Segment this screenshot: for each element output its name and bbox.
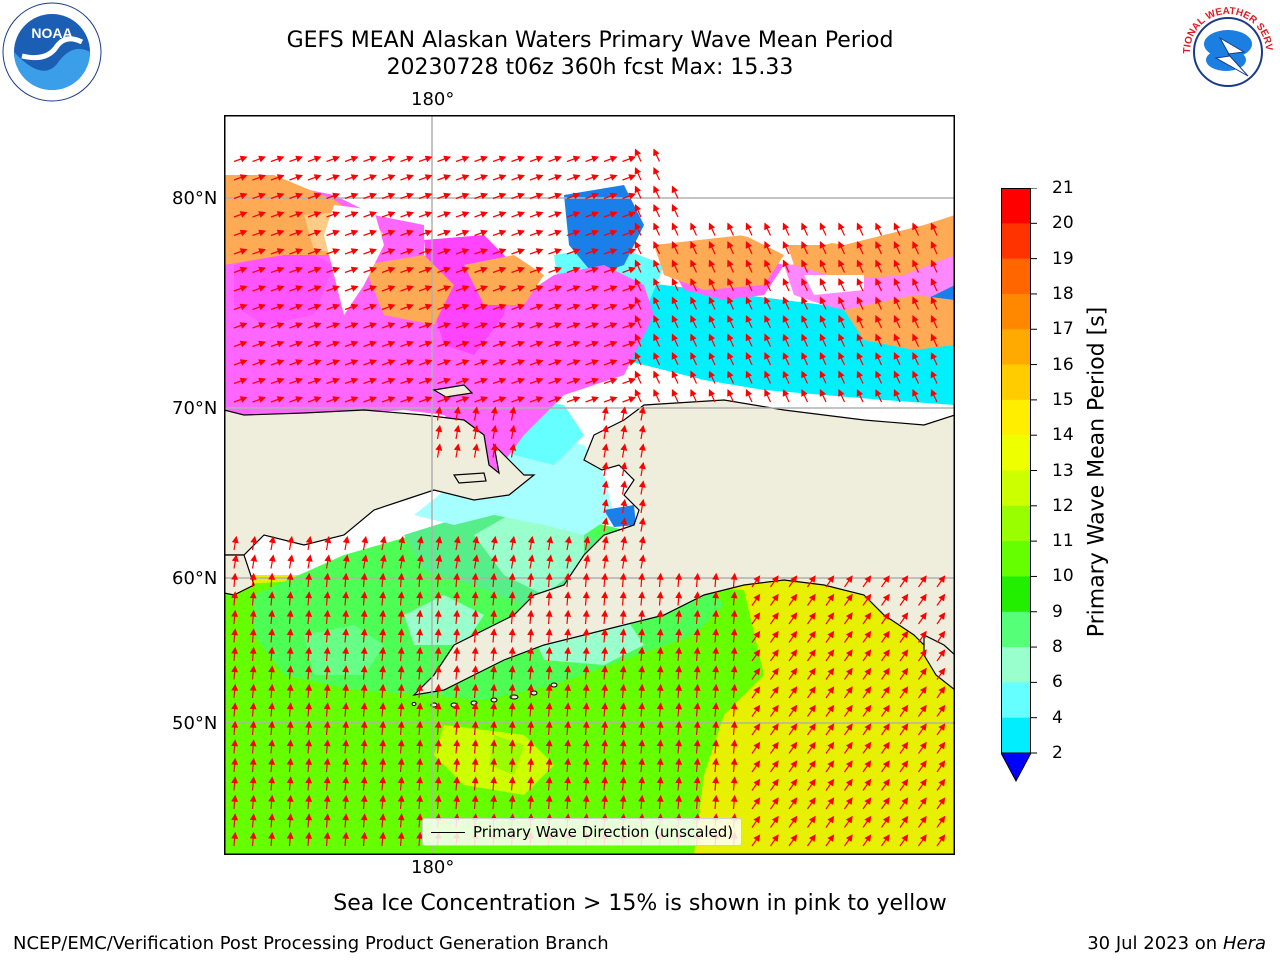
colorbar-extend-triangle [1000, 752, 1032, 783]
svg-text:NOAA: NOAA [31, 25, 72, 41]
aleutian-islands [411, 682, 558, 708]
colorbar-segment [1001, 717, 1031, 754]
colorbar-segment [1001, 682, 1031, 719]
colorbar-segment [1001, 435, 1031, 471]
lat-label-50n: 50°N [172, 713, 218, 734]
colorbar-tick-label: 9 [1052, 601, 1063, 622]
colorbar-tick-label: 16 [1052, 354, 1074, 375]
sea-ice-note: Sea Ice Concentration > 15% is shown in … [333, 891, 947, 916]
colorbar-segment [1001, 647, 1031, 683]
colorbar-tick-label: 2 [1052, 743, 1063, 763]
colorbar-segment [1001, 258, 1031, 295]
lon-label-top: 180° [411, 89, 455, 110]
map-panel: Primary Wave Direction (unscaled) [224, 115, 955, 855]
colorbar-segment [1001, 505, 1031, 542]
colorbar-tick-label: 19 [1052, 248, 1074, 269]
lat-label-70n: 70°N [172, 398, 218, 419]
colorbar-segment [1001, 541, 1031, 577]
colorbar-tick-label: 17 [1052, 319, 1074, 340]
footer-left: NCEP/EMC/Verification Post Processing Pr… [13, 933, 609, 954]
colorbar-label: Primary Wave Mean Period [s] [1084, 306, 1110, 638]
colorbar-ticks: 21 20 19 18 17 16 15 14 13 12 11 10 9 8 6 4 2 [1046, 178, 1086, 763]
colorbar-segment [1001, 364, 1031, 401]
colorbar-segment [1001, 576, 1031, 613]
colorbar-tick-label: 14 [1052, 425, 1074, 446]
colorbar-segment [1001, 293, 1031, 330]
colorbar-tick-label: 10 [1052, 566, 1074, 587]
colorbar-segment [1001, 611, 1031, 648]
noaa-logo: NOAA [2, 2, 102, 102]
colorbar-tick-label: 4 [1052, 707, 1063, 728]
colorbar-tick-label: 18 [1052, 283, 1074, 304]
footer-right: 30 Jul 2023 on Hera [1087, 933, 1266, 954]
colorbar-tick-label: 20 [1052, 213, 1074, 234]
colorbar-tick-label: 12 [1052, 495, 1074, 516]
lat-label-60n: 60°N [172, 568, 218, 589]
colorbar-tick-label: 13 [1052, 460, 1074, 481]
colorbar-segment [1001, 188, 1031, 224]
colorbar-segment [1001, 329, 1031, 366]
legend-line-swatch [431, 832, 465, 833]
colorbar-tick-label: 8 [1052, 637, 1063, 658]
lon-label-bottom: 180° [411, 857, 455, 878]
map-legend: Primary Wave Direction (unscaled) [422, 818, 743, 846]
colorbar-segment [1001, 470, 1031, 507]
colorbar-tick-label: 6 [1052, 672, 1063, 693]
colorbar-segment [1001, 399, 1031, 436]
footer-date: 30 Jul 2023 on [1087, 933, 1223, 954]
map-title-line1: GEFS MEAN Alaskan Waters Primary Wave Me… [286, 28, 894, 53]
nws-logo: NATIONAL WEATHER SERVICE [1174, 0, 1278, 102]
footer-machine: Hera [1222, 933, 1266, 954]
wave-direction-arrows [231, 148, 946, 847]
colorbar-segment [1001, 223, 1031, 260]
colorbar-tick-label: 15 [1052, 389, 1074, 410]
legend-label: Primary Wave Direction (unscaled) [473, 823, 734, 841]
colorbar-tick-label: 11 [1052, 531, 1074, 552]
map-title-line2: 20230728 t06z 360h fcst Max: 15.33 [386, 55, 794, 80]
colorbar-tick-label: 21 [1052, 178, 1074, 198]
lat-label-80n: 80°N [172, 188, 218, 209]
colorbar [1000, 187, 1041, 788]
